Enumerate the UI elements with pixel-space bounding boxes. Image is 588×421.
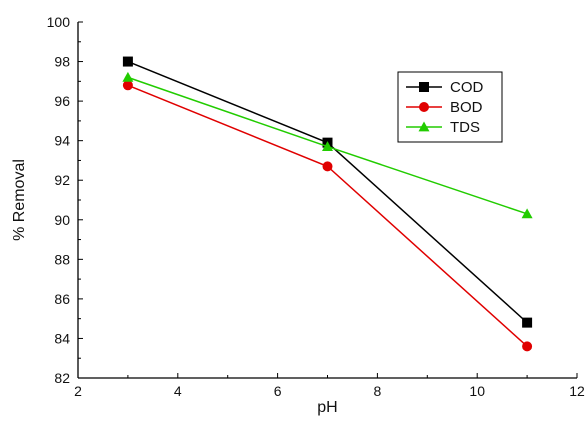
legend-item-bod: BOD — [406, 99, 483, 116]
y-tick-label: 92 — [54, 172, 70, 188]
series-layer — [122, 56, 533, 352]
x-tick-label: 8 — [374, 383, 382, 399]
axes: 2 4 6 8 10 12 82 84 86 88 90 92 94 96 98 100 — [47, 14, 585, 399]
y-tick-label: 100 — [47, 14, 71, 30]
y-tick-label: 98 — [54, 54, 70, 70]
y-tick-label: 90 — [54, 212, 70, 228]
legend-marker-tds — [418, 121, 430, 132]
y-tick-label: 84 — [54, 330, 70, 346]
legend-label-bod: BOD — [450, 99, 483, 116]
legend-label-cod: COD — [450, 79, 484, 96]
data-point-tds — [122, 71, 134, 82]
x-axis-label: pH — [317, 399, 337, 416]
y-tick-label: 82 — [54, 370, 70, 386]
x-tick-label: 6 — [274, 383, 282, 399]
legend-marker-cod — [419, 82, 429, 92]
legend-label-tds: TDS — [450, 119, 480, 136]
legend: COD BOD TDS — [397, 71, 503, 143]
legend-item-tds: TDS — [406, 119, 480, 136]
data-point-bod — [122, 80, 133, 91]
series-bod — [122, 80, 533, 352]
y-tick-label: 86 — [54, 291, 70, 307]
legend-item-cod: COD — [406, 79, 484, 96]
x-tick-label: 12 — [569, 383, 585, 399]
data-point-tds — [322, 141, 333, 151]
data-point-bod — [522, 341, 533, 352]
data-point-cod — [522, 317, 533, 328]
data-point-cod — [122, 56, 133, 67]
y-tick-label: 88 — [54, 251, 70, 267]
y-axis-label: % Removal — [11, 159, 28, 241]
x-tick-label: 4 — [174, 383, 182, 399]
series-tds — [122, 71, 533, 219]
data-point-bod — [322, 161, 333, 172]
y-tick-label: 94 — [54, 133, 70, 149]
legend-marker-bod — [419, 102, 429, 112]
data-point-tds — [521, 208, 533, 219]
y-tick-label: 96 — [54, 93, 70, 109]
x-tick-label: 10 — [469, 383, 485, 399]
x-tick-label: 2 — [74, 383, 82, 399]
